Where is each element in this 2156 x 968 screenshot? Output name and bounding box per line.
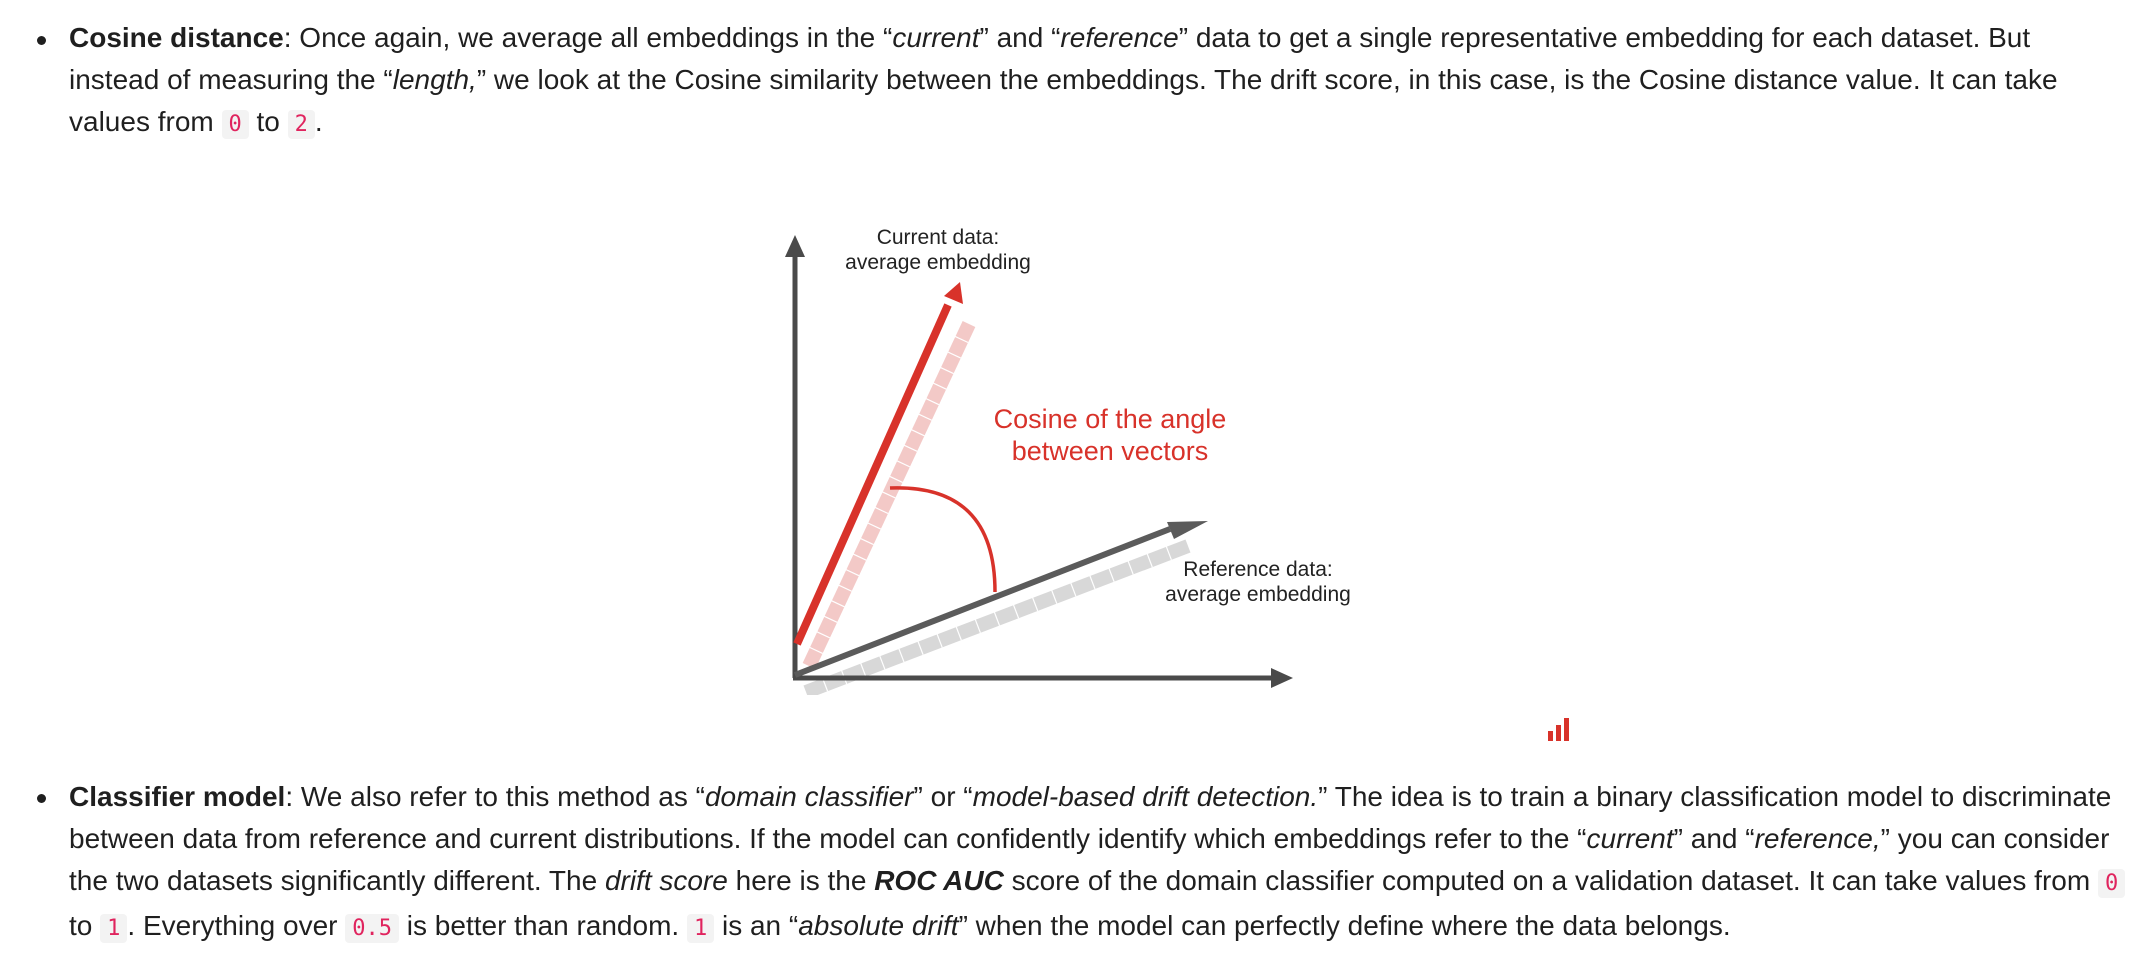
current-vector [793, 303, 952, 646]
emphasis: absolute drift [798, 910, 959, 941]
vector-tick [899, 442, 918, 452]
strong-emphasis: ROC AUC [874, 865, 1004, 896]
vector-tick [862, 520, 882, 530]
vector-tick [858, 658, 867, 677]
text: score of the domain classifier computed … [1003, 865, 2098, 896]
angle-arc [889, 486, 997, 593]
vector-tick [811, 629, 831, 639]
emphasis: model-based drift detection. [972, 781, 1319, 812]
reference-label-line-2: average embedding [1165, 583, 1351, 606]
term: Classifier model [69, 781, 286, 812]
vector-tick [839, 665, 848, 685]
paragraph: Cosine distance: Once again, we average … [69, 17, 2126, 146]
y-axis-arrowhead [785, 235, 805, 257]
text: ” when the model can perfectly define wh… [958, 910, 1731, 941]
x-axis-arrowhead [1271, 668, 1293, 688]
current-vector-ticks [804, 333, 969, 654]
vector-tick [1106, 563, 1115, 582]
vector-tick [1125, 555, 1134, 575]
current-label-line-2: average embedding [845, 251, 1031, 274]
text: : Once again, we average all embeddings … [283, 22, 893, 53]
inline-code: 2 [287, 110, 315, 139]
text: is better than random. [399, 910, 687, 941]
term: Cosine distance [69, 22, 284, 53]
vector-tick [920, 395, 940, 406]
current-arrowhead [944, 282, 963, 304]
emphasis: reference, [1754, 823, 1881, 854]
bar-chart-icon [1548, 718, 1569, 741]
angle-label-line-1: Cosine of the angle [994, 404, 1227, 434]
vector-tick [826, 597, 845, 608]
emphasis: current [892, 22, 980, 53]
reference-label-line-1: Reference data: [1183, 558, 1332, 581]
bullet-dot [37, 794, 46, 803]
emphasis: drift score [604, 865, 728, 896]
vector-tick [1087, 570, 1096, 590]
vector-tick [848, 551, 867, 561]
vector-tick [1163, 541, 1172, 561]
vector-tick [950, 333, 969, 344]
cosine-angle-figure: Current data: average embedding Cosine o… [785, 226, 1351, 695]
inline-code: 0 [2097, 869, 2126, 898]
vector-tick [819, 613, 838, 623]
vector-tick [877, 489, 896, 499]
vector-tick [915, 636, 924, 655]
vector-tick [1030, 592, 1039, 612]
bullet-dot [37, 36, 46, 45]
vector-tick [942, 349, 962, 359]
emphasis: length, [392, 64, 477, 95]
text: to [69, 910, 101, 941]
text: : We also refer to this method as “ [285, 781, 705, 812]
vector-tick [1049, 585, 1058, 604]
vector-tick [972, 614, 981, 634]
text: ” The idea is to train a binary classifi… [69, 781, 2112, 854]
inline-code: 1 [686, 914, 715, 943]
inline-code: 0 [221, 110, 249, 139]
vector-tick [896, 643, 905, 663]
text: to [248, 106, 288, 137]
emphasis: domain classifier [704, 781, 914, 812]
text: ” you can consider the two datasets sign… [69, 823, 2110, 896]
vector-tick [833, 582, 852, 592]
vector-tick [1144, 548, 1153, 568]
vector-tick [884, 473, 903, 483]
text: ” and “ [979, 22, 1061, 53]
vector-tick [870, 504, 889, 515]
vector-tick [1068, 577, 1077, 597]
text: . Everything over [127, 910, 346, 941]
angle-label-line-2: between vectors [1012, 436, 1209, 466]
emphasis: current [1586, 823, 1674, 854]
reference-vector-ticks [820, 541, 1172, 692]
text: ” and “ [1673, 823, 1755, 854]
reference-vector [793, 526, 1172, 678]
vector-tick [891, 458, 911, 468]
vector-tick [991, 607, 1001, 626]
vector-tick [804, 644, 823, 654]
vector-tick [840, 566, 860, 577]
vector-tick [855, 535, 874, 546]
reference-arrowhead [1167, 521, 1208, 539]
vector-tick [953, 621, 962, 641]
text: ” data to get a single representative em… [69, 22, 2031, 95]
inline-code: 0.5 [345, 914, 400, 943]
vector-tick [934, 628, 943, 648]
vector-tick [928, 380, 947, 390]
text: is an “ [714, 910, 799, 941]
inline-code: 1 [100, 914, 128, 943]
text: ” we look at the Cosine similarity betwe… [69, 64, 2058, 137]
paragraph: Classifier model: We also refer to this … [69, 776, 2126, 950]
vector-tick [877, 650, 886, 670]
current-label-line-1: Current data: [877, 226, 1000, 249]
text: here is the [727, 865, 875, 896]
text: . [314, 106, 323, 137]
vector-tick [906, 426, 925, 437]
vector-tick [1011, 599, 1020, 619]
text: ” or “ [913, 781, 973, 812]
vector-tick [913, 411, 932, 421]
vector-tick [935, 364, 954, 375]
emphasis: reference [1060, 22, 1179, 53]
